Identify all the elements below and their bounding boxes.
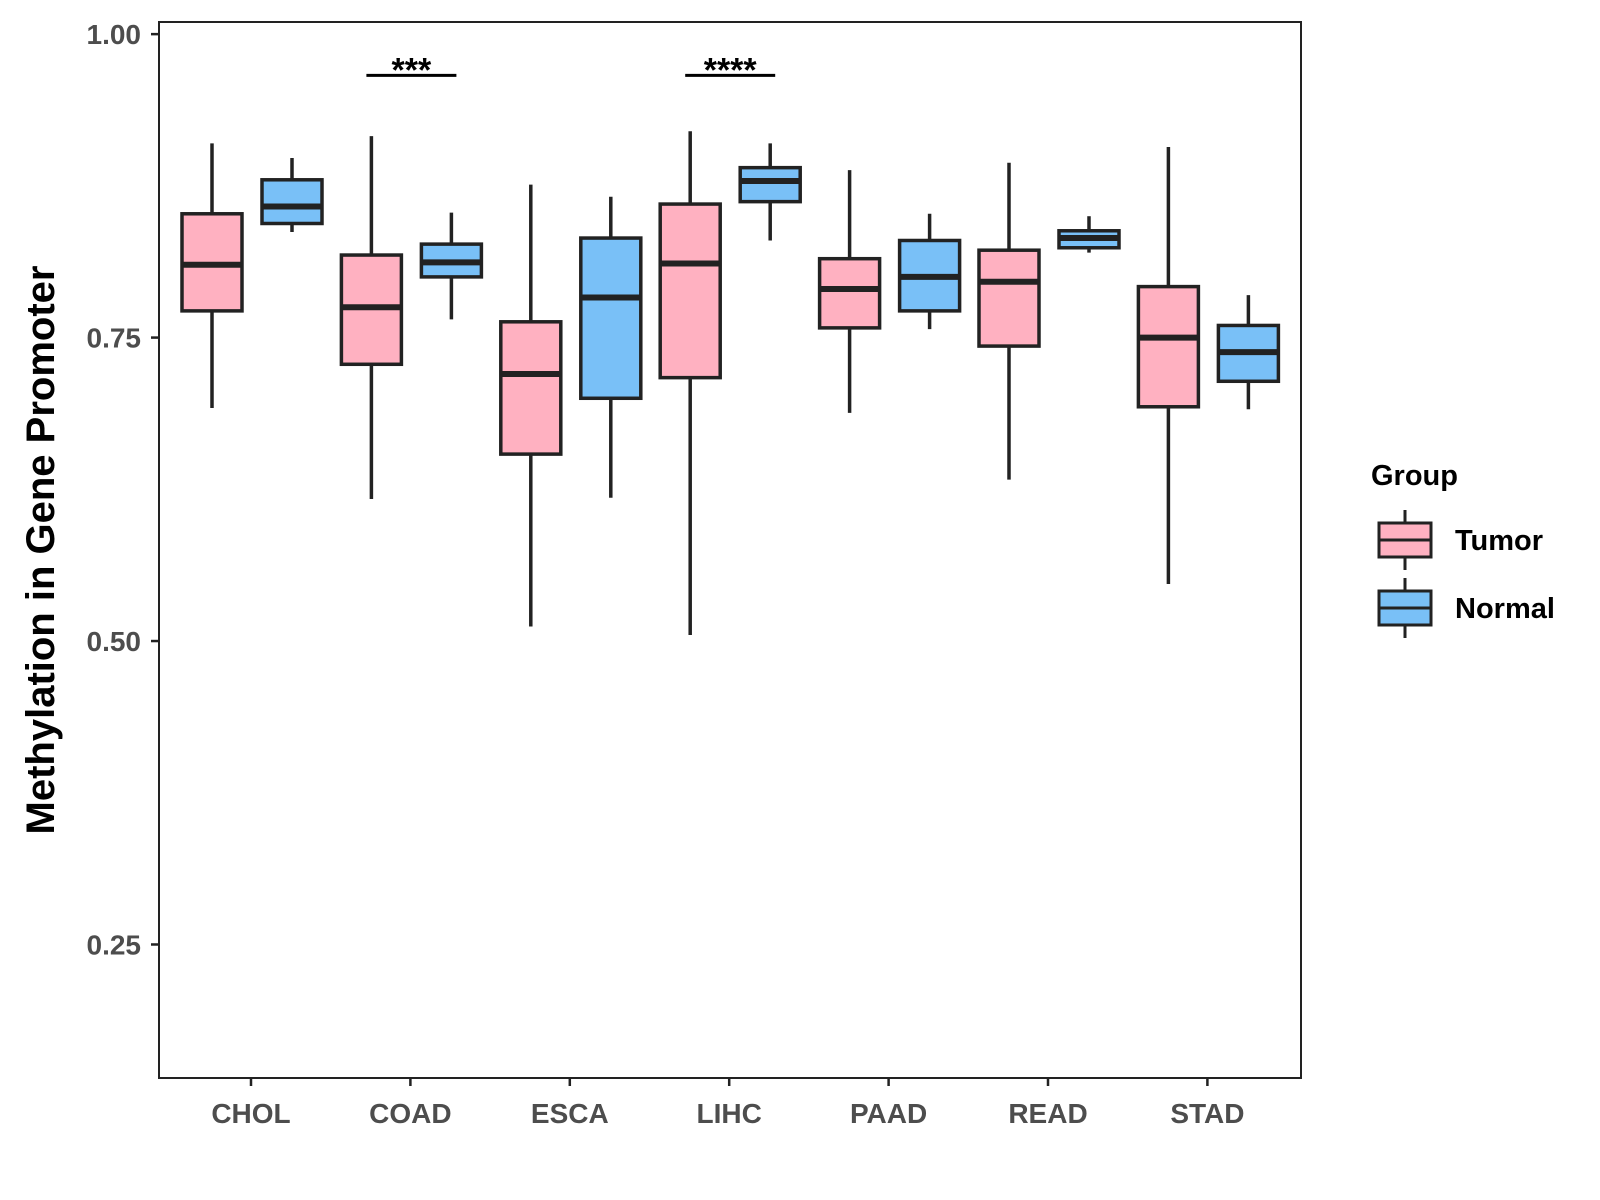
box-tumor-coad xyxy=(339,136,404,500)
box-iqr xyxy=(738,165,802,204)
plot-panel-border xyxy=(158,21,1302,1079)
box-tumor-stad xyxy=(1136,147,1201,584)
y-tick-label: 1.00 xyxy=(87,19,142,50)
box-iqr xyxy=(499,320,563,456)
box-tumor-lihc xyxy=(658,131,722,635)
box-iqr xyxy=(977,248,1041,348)
box-normal-coad xyxy=(419,212,484,320)
box-normal-stad xyxy=(1216,295,1281,410)
legend-label: Normal xyxy=(1455,593,1555,625)
y-axis-title: Methylation in Gene Promoter xyxy=(19,266,63,835)
y-tick-label: 0.25 xyxy=(87,929,142,960)
box-normal-esca xyxy=(579,196,643,498)
legend-title: Group xyxy=(1371,460,1458,492)
x-tick-label: ESCA xyxy=(531,1098,609,1129)
box-tumor-read xyxy=(977,162,1041,480)
legend-label: Tumor xyxy=(1455,525,1543,557)
x-tick-label: STAD xyxy=(1170,1098,1244,1129)
legend: Group Tumor Normal xyxy=(1371,460,1555,638)
box-iqr xyxy=(1136,284,1201,409)
box-iqr xyxy=(658,202,722,380)
box-tumor-esca xyxy=(499,184,563,627)
x-tick-label: CHOL xyxy=(211,1098,290,1129)
significance-label: **** xyxy=(704,51,758,89)
box-normal-paad xyxy=(897,213,962,330)
box-normal-read xyxy=(1057,216,1121,253)
y-axis: 0.25 0.50 0.75 1.00 xyxy=(87,19,159,960)
x-tick-label: READ xyxy=(1008,1098,1087,1129)
significance-annotations: *** **** xyxy=(366,51,776,89)
box-iqr xyxy=(260,178,324,226)
box-normal-chol xyxy=(260,157,324,232)
box-tumor-paad xyxy=(817,170,882,413)
x-tick-label: LIHC xyxy=(697,1098,762,1129)
y-tick-label: 0.50 xyxy=(87,626,142,657)
box-series-group xyxy=(180,131,1281,635)
x-tick-label: COAD xyxy=(369,1098,451,1129)
box-iqr xyxy=(817,256,882,330)
legend-item-normal: Normal xyxy=(1377,578,1555,638)
x-tick-label: PAAD xyxy=(850,1098,927,1129)
legend-item-tumor: Tumor xyxy=(1377,510,1543,570)
box-iqr xyxy=(579,236,643,401)
x-axis: CHOL COAD ESCA LIHC PAAD READ STAD xyxy=(211,1078,1244,1129)
significance-label: *** xyxy=(392,51,432,89)
y-tick-label: 0.75 xyxy=(87,323,142,354)
box-tumor-chol xyxy=(180,143,244,408)
box-normal-lihc xyxy=(738,143,802,241)
